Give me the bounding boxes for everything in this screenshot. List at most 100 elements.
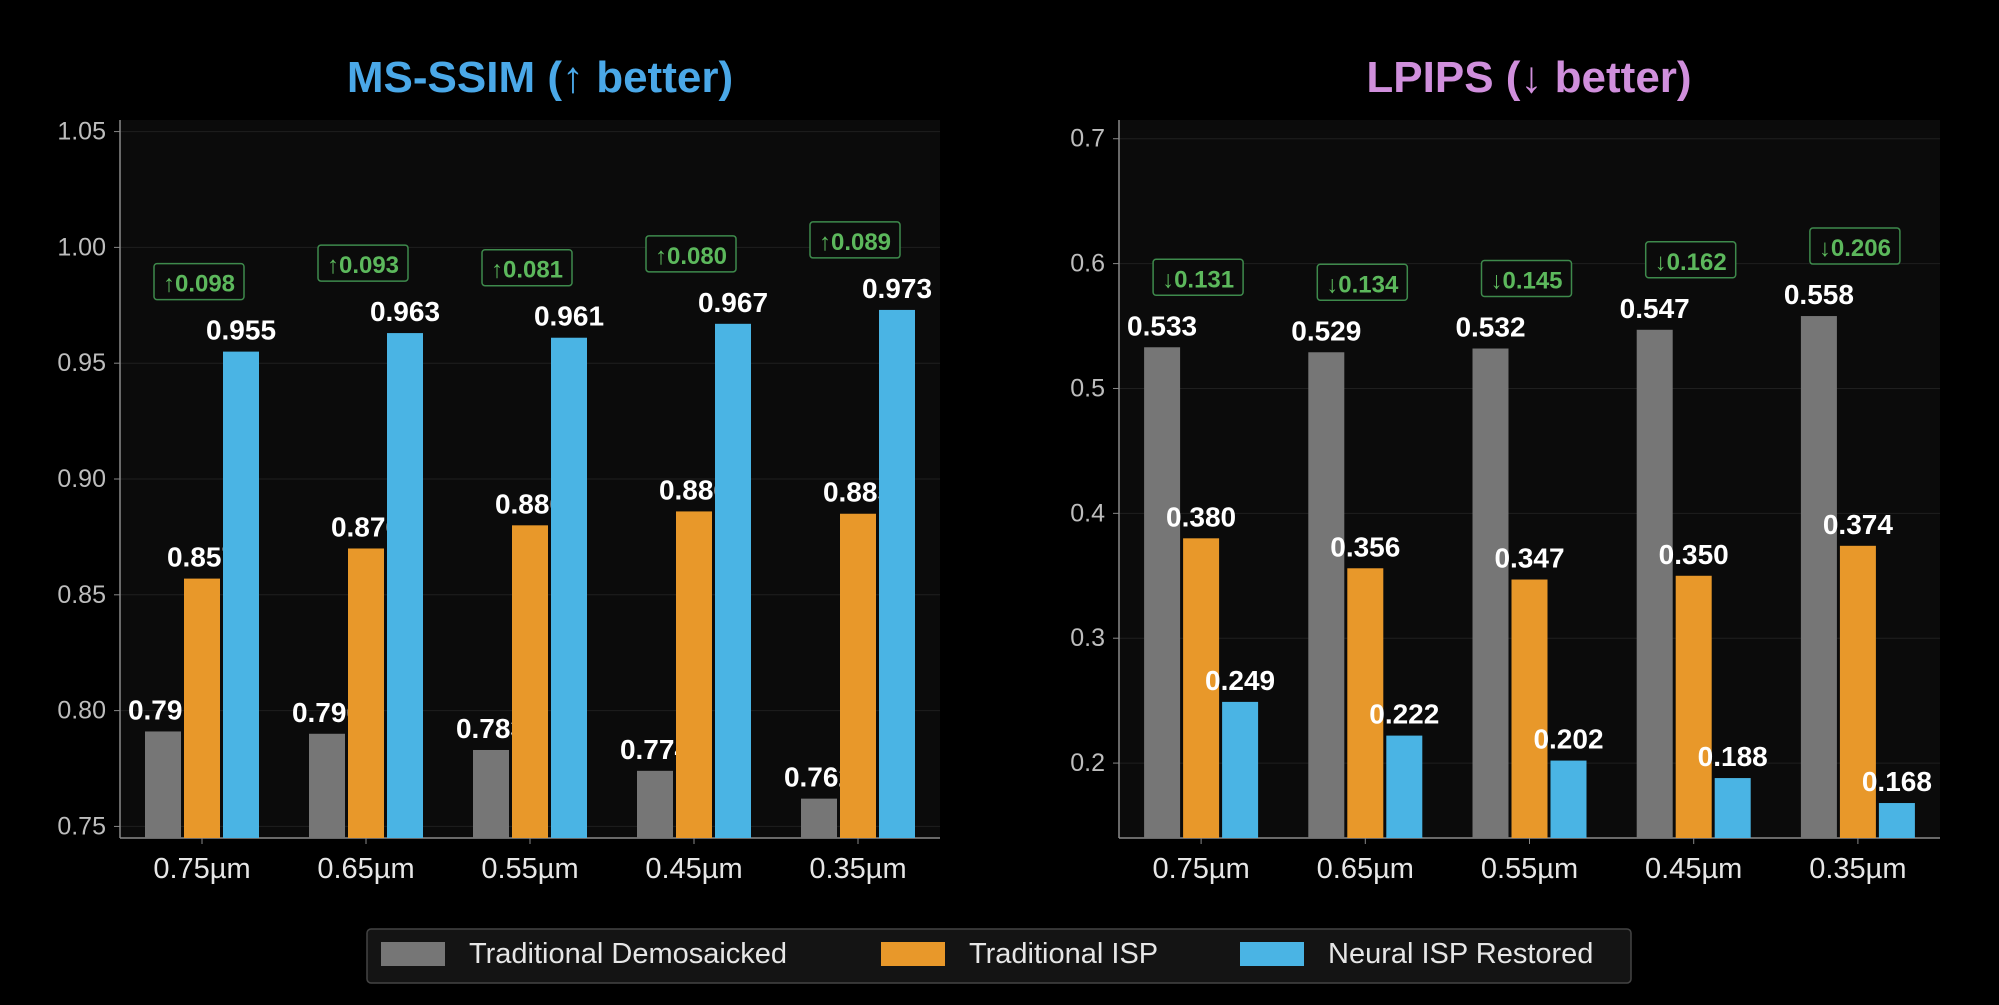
bar — [512, 525, 548, 838]
x-tick-label: 0.75µm — [153, 853, 250, 885]
bar-value-label: 0.374 — [1823, 509, 1893, 540]
improvement-box — [1809, 227, 1901, 265]
improvement-label: ↑0.080 — [655, 243, 727, 270]
improvement-label: ↑0.098 — [163, 271, 235, 298]
bar — [1800, 316, 1837, 838]
bar-value-label: 0.963 — [370, 296, 440, 327]
improvement-box — [317, 244, 409, 282]
improvement-label: ↓0.206 — [1819, 235, 1891, 262]
improvement-box — [1316, 263, 1409, 302]
x-tick-label: 0.35µm — [809, 853, 906, 885]
bar-value-label: 0.380 — [1166, 501, 1236, 532]
bar-value-label: 0.168 — [1862, 766, 1932, 797]
legend-swatch — [881, 942, 945, 966]
chart-title: MS-SSIM (↑ better) — [347, 53, 733, 102]
bar-value-label: 0.347 — [1494, 543, 1564, 574]
bar — [1636, 329, 1673, 838]
x-tick-label: 0.55µm — [481, 853, 578, 885]
bar — [309, 733, 345, 838]
improvement-label: ↓0.131 — [1162, 266, 1234, 293]
y-tick-label: 0.6 — [1070, 250, 1105, 278]
bar — [1222, 701, 1259, 838]
bar — [473, 749, 509, 838]
bar — [145, 731, 181, 838]
improvement-box — [1644, 241, 1737, 279]
improvement-box — [153, 262, 245, 301]
bar — [1472, 348, 1509, 838]
improvement-label: ↑0.093 — [327, 252, 399, 279]
bar — [1347, 568, 1384, 838]
improvement-box — [645, 235, 737, 273]
bar-value-label: 0.249 — [1205, 665, 1275, 696]
bar — [1386, 735, 1423, 838]
legend-frame — [366, 928, 1632, 984]
y-tick-label: 0.5 — [1070, 374, 1105, 402]
y-tick-label: 0.2 — [1070, 749, 1105, 777]
y-tick-label: 0.90 — [57, 465, 106, 493]
bar-value-label: 0.533 — [1127, 310, 1197, 341]
bar — [1144, 347, 1181, 838]
legend-swatch — [381, 942, 445, 966]
y-tick-label: 0.4 — [1070, 499, 1105, 527]
chart-title: LPIPS (↓ better) — [1366, 53, 1691, 102]
improvement-label: ↓0.162 — [1655, 249, 1727, 276]
bar — [348, 548, 384, 838]
x-tick-label: 0.45µm — [645, 853, 742, 885]
bar — [801, 798, 837, 838]
y-tick-label: 1.00 — [57, 233, 106, 261]
improvement-box — [809, 221, 901, 259]
x-tick-label: 0.75µm — [1152, 853, 1249, 885]
bar — [879, 309, 915, 838]
improvement-label: ↓0.145 — [1490, 268, 1562, 295]
bar-value-label: 0.356 — [1330, 531, 1400, 562]
y-tick-label: 0.3 — [1070, 624, 1105, 652]
bar-value-label: 0.955 — [206, 315, 276, 346]
y-tick-label: 0.80 — [57, 697, 106, 725]
bar — [1714, 778, 1751, 838]
lpips-chart: 0.2 0.3 0.4 0.5 0.6 0.7 LPIPS (↓ better) 0.75µm… — [1070, 53, 1940, 885]
legend-label: Traditional Demosaicked — [469, 938, 787, 970]
bar-value-label: 0.967 — [698, 287, 768, 318]
bar-value-label: 0.547 — [1620, 293, 1690, 324]
legend-swatch — [1240, 942, 1304, 966]
x-tick-label: 0.65µm — [1317, 853, 1414, 885]
x-tick-label: 0.55µm — [1481, 853, 1578, 885]
improvement-label: ↑0.081 — [491, 257, 563, 284]
bar-value-label: 0.202 — [1533, 724, 1603, 755]
improvement-box — [1152, 258, 1244, 297]
bar — [184, 578, 220, 838]
improvement-label: ↑0.089 — [819, 229, 891, 256]
bar — [387, 333, 423, 838]
bar-value-label: 0.350 — [1659, 539, 1729, 570]
bar-value-label: 0.188 — [1698, 741, 1768, 772]
bar-value-label: 0.973 — [862, 273, 932, 304]
bar — [1550, 760, 1587, 838]
y-tick-label: 1.05 — [57, 118, 106, 146]
y-tick-label: 0.85 — [57, 581, 106, 609]
bar — [1308, 352, 1345, 838]
x-tick-label: 0.65µm — [317, 853, 414, 885]
bar — [1183, 538, 1220, 838]
x-tick-label: 0.35µm — [1809, 853, 1906, 885]
bar-value-label: 0.558 — [1784, 279, 1854, 310]
ms-ssim-chart: 0.75 0.80 0.85 0.90 0.95 1.00 1.05 MS-SSIM (↑ b… — [57, 53, 940, 885]
bar — [223, 351, 259, 838]
bar — [1675, 575, 1712, 838]
bar-value-label: 0.961 — [534, 301, 604, 332]
bar — [637, 770, 673, 838]
improvement-label: ↓0.134 — [1326, 271, 1399, 298]
y-tick-label: 0.7 — [1070, 125, 1105, 153]
y-tick-label: 0.75 — [57, 812, 106, 840]
bar — [840, 513, 876, 838]
legend: Traditional Demosaicked Traditional ISP Ne… — [366, 928, 1632, 984]
bar-value-label: 0.222 — [1369, 699, 1439, 730]
improvement-box — [1480, 259, 1573, 298]
bar — [1839, 545, 1876, 838]
legend-label: Neural ISP Restored — [1328, 938, 1593, 970]
bar — [1878, 803, 1915, 838]
bar-value-label: 0.532 — [1455, 312, 1525, 343]
bar — [551, 337, 587, 838]
bar — [676, 511, 712, 838]
